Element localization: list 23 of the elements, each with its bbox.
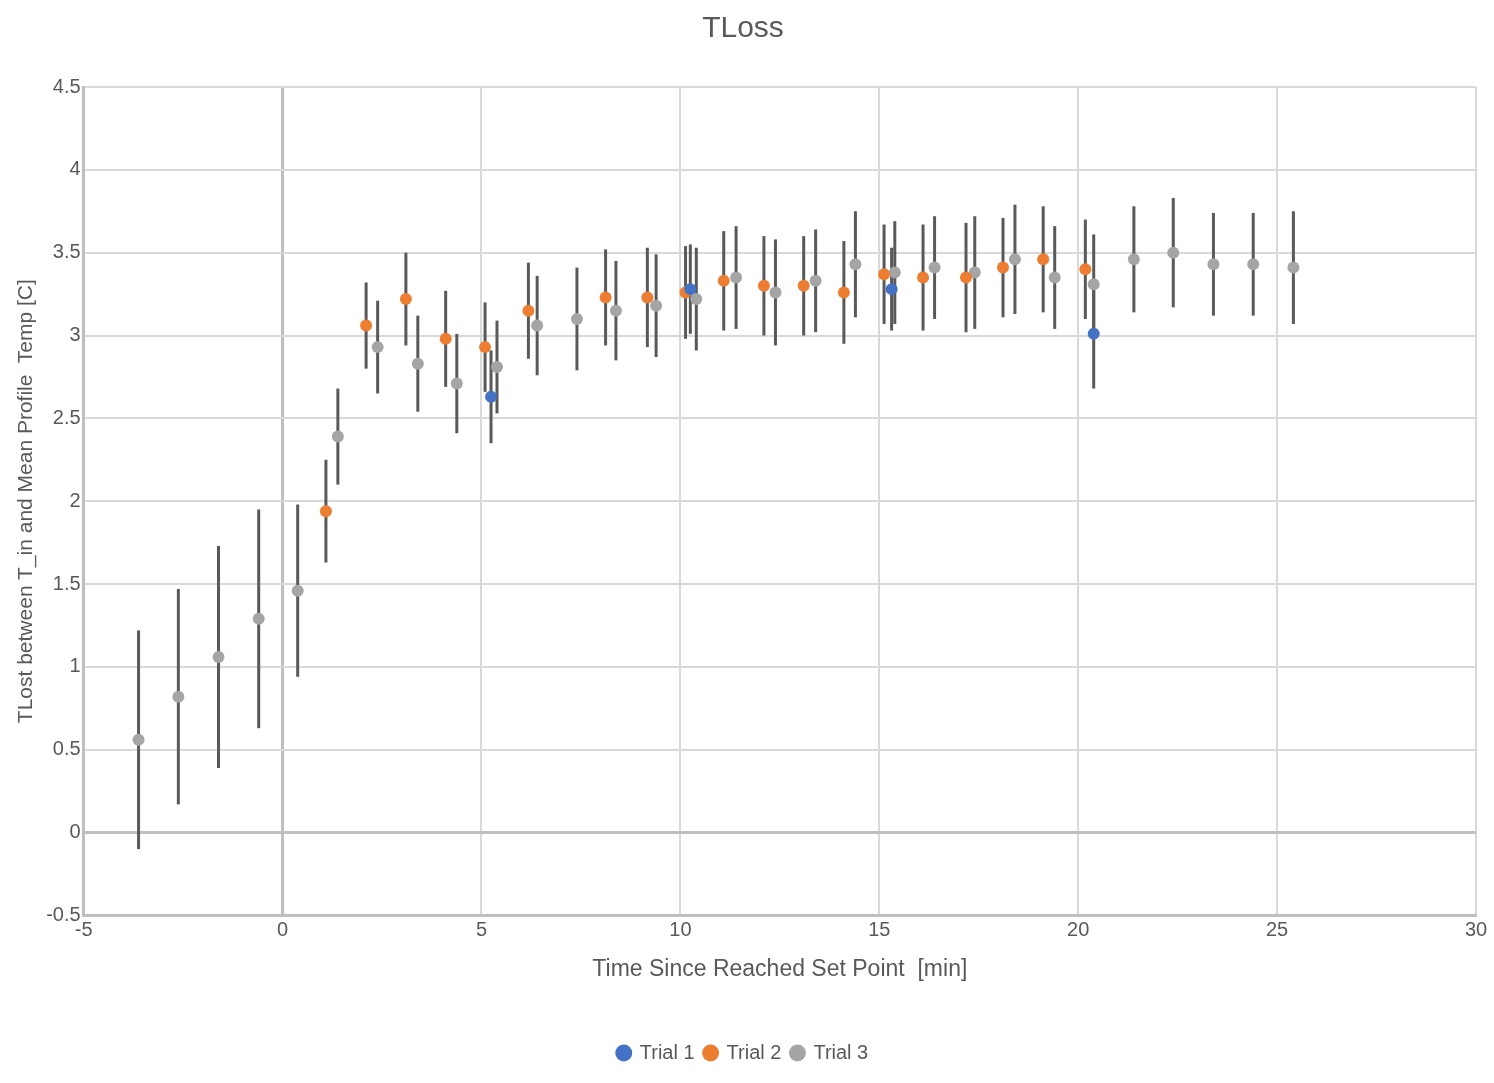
chart-title: TLoss xyxy=(702,10,784,44)
y-tick-label: 1 xyxy=(69,654,81,677)
legend-label: Trial 2 xyxy=(726,1040,782,1063)
y-tick-label: 3.5 xyxy=(52,240,81,263)
y-tick-label: 3 xyxy=(69,323,81,346)
legend-label: Trial 1 xyxy=(639,1040,695,1063)
x-tick-label: 0 xyxy=(277,917,289,940)
y-tick-label: 0.5 xyxy=(52,737,81,760)
x-tick-label: 30 xyxy=(1464,917,1488,940)
y-tick-label: 2.5 xyxy=(52,405,81,428)
y-axis-title: TLost between T_in and Mean Profile Temp [C] xyxy=(13,279,38,724)
x-axis-title: Time Since Reached Set Point [min] xyxy=(592,954,968,981)
y-tick-label: 4 xyxy=(69,157,81,180)
x-tick-label: 25 xyxy=(1265,917,1289,940)
x-tick-label: 10 xyxy=(669,917,692,940)
x-tick-label: 15 xyxy=(868,917,891,940)
y-tick-label: 0 xyxy=(69,820,81,843)
legend-label: Trial 3 xyxy=(813,1040,869,1063)
y-tick-label: 1.5 xyxy=(52,571,81,594)
x-tick-label: 20 xyxy=(1067,917,1090,940)
y-tick-label: 2 xyxy=(69,488,81,511)
x-tick-label: 5 xyxy=(475,917,488,940)
y-tick-label: 4.5 xyxy=(52,74,81,97)
